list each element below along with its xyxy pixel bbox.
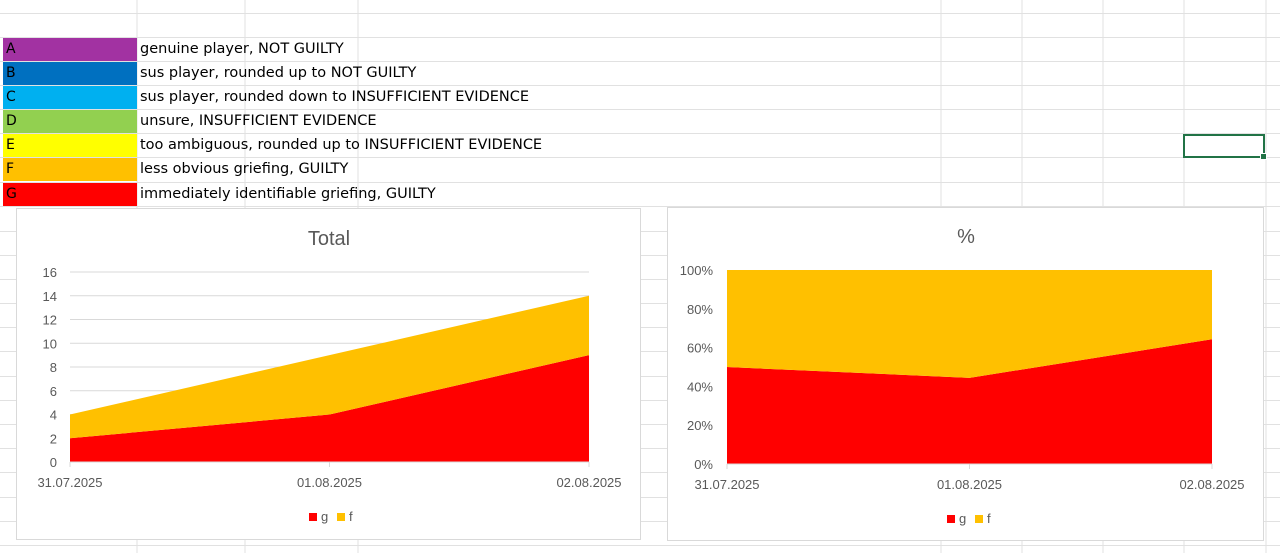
legend-swatch-f	[975, 515, 983, 523]
legend-description-cell[interactable]: too ambiguous, rounded up to INSUFFICIEN…	[140, 137, 543, 153]
x-tick-label: 31.07.2025	[694, 477, 759, 492]
legend-code-cell[interactable]: B	[3, 62, 137, 85]
y-tick-label: 14	[43, 289, 57, 304]
y-tick-label: 20%	[687, 418, 713, 433]
area-series-f[interactable]	[70, 295, 589, 439]
y-tick-label: 0%	[694, 457, 713, 472]
y-tick-label: 80%	[687, 302, 713, 317]
legend-description-cell[interactable]: sus player, rounded up to NOT GUILTY	[140, 65, 417, 81]
percent-chart-svg: % 0% 20% 40% 60% 80% 100% 31.07.2025 01.08.2025 0…	[680, 226, 1245, 526]
legend-label-g: g	[959, 511, 966, 526]
x-tick-label: 02.08.2025	[556, 475, 621, 490]
x-tick-label: 01.08.2025	[937, 477, 1002, 492]
x-tick-label: 01.08.2025	[297, 475, 362, 490]
legend-code-cell[interactable]: F	[3, 158, 137, 181]
legend-description-cell[interactable]: genuine player, NOT GUILTY	[140, 41, 344, 57]
legend-label-f: f	[349, 509, 353, 524]
y-tick-label: 60%	[687, 341, 713, 356]
y-tick-label: 12	[43, 313, 57, 328]
legend-description-cell[interactable]: unsure, INSUFFICIENT EVIDENCE	[140, 113, 377, 129]
chart-title: %	[957, 226, 975, 248]
y-tick-label: 8	[50, 360, 57, 375]
x-tick-label: 31.07.2025	[37, 475, 102, 490]
legend-swatch-g	[309, 513, 317, 521]
legend-swatch-g	[947, 515, 955, 523]
fill-handle[interactable]	[1260, 153, 1267, 160]
total-area-chart[interactable]: Total 0 2 4 6 8 10 12 14 16 31.07.2025 01.08.2025 02…	[16, 208, 641, 540]
percent-area-chart[interactable]: % 0% 20% 40% 60% 80% 100% 31.07.2025 01.08.2025 0…	[667, 207, 1264, 541]
legend-code-cell[interactable]: D	[3, 110, 137, 133]
legend-code-cell[interactable]: A	[3, 38, 137, 61]
legend-code-cell[interactable]: E	[3, 134, 137, 157]
legend-label-g: g	[321, 509, 328, 524]
legend-swatch-f	[337, 513, 345, 521]
legend-code-cell[interactable]: G	[3, 183, 137, 206]
x-tick-label: 02.08.2025	[1179, 477, 1244, 492]
legend-description-cell[interactable]: immediately identifiable griefing, GUILT…	[140, 186, 436, 202]
area-series-f[interactable]	[727, 270, 1212, 378]
y-tick-label: 6	[50, 384, 57, 399]
y-tick-label: 0	[50, 455, 57, 470]
y-tick-label: 100%	[680, 263, 714, 278]
y-tick-label: 10	[43, 336, 57, 351]
legend-label-f: f	[987, 511, 991, 526]
legend-description-cell[interactable]: sus player, rounded down to INSUFFICIENT…	[140, 89, 530, 105]
total-chart-svg: Total 0 2 4 6 8 10 12 14 16 31.07.2025 01.08.2025 02…	[37, 228, 621, 524]
selected-cell[interactable]	[1183, 134, 1267, 160]
y-tick-label: 2	[50, 431, 57, 446]
y-tick-label: 16	[43, 265, 57, 280]
legend-description-cell[interactable]: less obvious griefing, GUILTY	[140, 161, 349, 177]
legend-code-cell[interactable]: C	[3, 86, 137, 109]
area-series-g[interactable]	[727, 339, 1212, 464]
y-tick-label: 4	[50, 408, 57, 423]
y-tick-label: 40%	[687, 379, 713, 394]
area-series-g[interactable]	[70, 355, 589, 462]
chart-title: Total	[308, 228, 350, 250]
